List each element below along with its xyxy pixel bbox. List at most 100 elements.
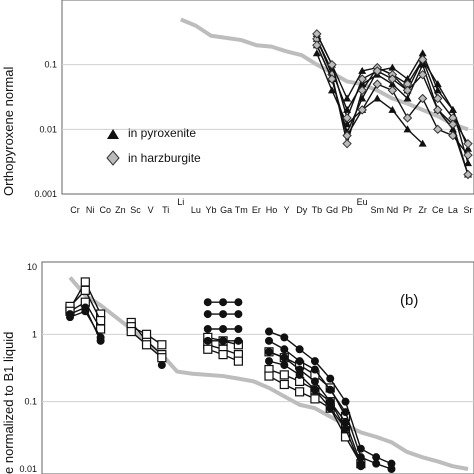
x-tick-label: V xyxy=(148,205,154,215)
panel-b-label: (b) xyxy=(400,292,418,309)
data-point xyxy=(295,357,304,366)
x-tick-label: Li xyxy=(177,197,184,207)
data-point xyxy=(203,336,212,345)
series-line-gray xyxy=(68,276,469,471)
data-point xyxy=(295,345,304,354)
data-point xyxy=(326,374,335,383)
data-point xyxy=(372,66,383,76)
x-tick-label: Ga xyxy=(220,205,232,215)
panel-b-series xyxy=(65,276,469,473)
x-tick-label: Cr xyxy=(70,205,80,215)
series-filled-circle xyxy=(203,336,365,471)
legend-diamond-marker xyxy=(106,150,120,166)
data-point xyxy=(280,353,289,362)
legend-harzburgite-label: in harzburgite xyxy=(128,151,201,165)
legend-pyroxenite-label: in pyroxenite xyxy=(128,126,196,140)
data-point xyxy=(388,63,397,71)
x-tick-label: Zr xyxy=(418,205,427,215)
legend-triangle-marker xyxy=(107,129,119,139)
x-tick-label: Er xyxy=(252,205,261,215)
data-point xyxy=(80,285,90,295)
data-point xyxy=(418,49,427,57)
x-tick-label: Gd xyxy=(326,205,338,215)
data-point xyxy=(463,150,473,160)
data-point xyxy=(265,357,273,366)
x-tick-label: Ce xyxy=(432,205,444,215)
data-point xyxy=(265,347,273,356)
x-tick-label: Y xyxy=(284,205,290,215)
data-point xyxy=(327,74,337,84)
data-point xyxy=(310,394,320,404)
data-point xyxy=(403,125,412,133)
data-point xyxy=(312,49,321,57)
data-point xyxy=(157,361,166,370)
data-point xyxy=(402,113,413,123)
data-point xyxy=(327,59,337,70)
data-point xyxy=(342,138,352,149)
data-point xyxy=(341,397,350,406)
data-point xyxy=(203,344,213,354)
data-point xyxy=(264,371,274,381)
panel-a-x-ticks: Cr Ni Co Zn Sc V Ti Li Lu Yb Ga Tm Er Ho Y Dy Tb Gd Pb EuSm… xyxy=(70,197,472,215)
data-point xyxy=(326,404,335,413)
data-point xyxy=(219,336,228,345)
x-tick-label: Zn xyxy=(115,205,126,215)
data-point xyxy=(234,298,243,307)
data-point xyxy=(387,85,398,96)
panel-a-legend: in pyroxenite in harzburgite xyxy=(106,126,201,166)
series-line xyxy=(180,17,469,132)
data-point xyxy=(96,333,105,342)
data-point xyxy=(372,453,381,462)
data-point xyxy=(279,379,289,390)
data-point xyxy=(157,353,167,363)
panel-b-plot-area xyxy=(41,261,474,474)
x-tick-label: Sr xyxy=(464,205,473,215)
x-tick-label: Yb xyxy=(206,205,217,215)
series-filled-circle xyxy=(203,325,365,468)
data-point xyxy=(280,333,289,342)
y-tick-label: 0.001 xyxy=(34,189,57,199)
y-tick-label: 0.01 xyxy=(39,124,57,134)
data-point xyxy=(387,465,396,473)
data-point xyxy=(203,325,212,334)
data-point xyxy=(280,361,289,370)
data-point xyxy=(66,313,74,322)
panel-a: 0.001 0.01 0.1 Cr Ni Co Zn Sc V Ti Li Lu Yb Ga Tm Er Ho… xyxy=(1,0,474,215)
x-tick-label: Nd xyxy=(387,205,399,215)
data-point xyxy=(448,105,457,113)
y-tick-label: 0.01 xyxy=(19,464,37,474)
data-point xyxy=(295,387,305,397)
data-point xyxy=(357,74,367,84)
data-point xyxy=(312,40,322,50)
x-tick-label: Ni xyxy=(86,205,95,215)
data-point xyxy=(341,424,350,433)
x-tick-label: Pb xyxy=(342,205,353,215)
data-point xyxy=(203,310,212,319)
x-tick-label: Ti xyxy=(162,205,169,215)
data-point xyxy=(141,340,152,350)
data-point xyxy=(203,298,212,307)
data-point xyxy=(310,377,319,386)
series-line-gray xyxy=(180,17,469,132)
panel-b-y-axis-label: e normalized to B1 liquid xyxy=(1,332,16,474)
data-point xyxy=(417,93,428,104)
x-tick-label: Sm xyxy=(371,205,385,215)
data-point xyxy=(326,385,335,394)
data-point xyxy=(357,85,367,96)
data-point xyxy=(403,94,412,102)
data-point xyxy=(341,408,350,417)
data-point xyxy=(265,336,273,345)
data-point xyxy=(402,85,413,96)
data-point xyxy=(265,327,273,336)
data-point xyxy=(388,105,397,113)
x-tick-label: La xyxy=(448,205,458,215)
data-point xyxy=(387,74,398,84)
data-point xyxy=(310,357,319,366)
data-point xyxy=(433,80,442,88)
series-line xyxy=(316,53,424,145)
data-point xyxy=(96,324,106,334)
series-diamond xyxy=(312,40,473,160)
data-point xyxy=(218,350,228,360)
panel-a-series xyxy=(180,17,473,180)
